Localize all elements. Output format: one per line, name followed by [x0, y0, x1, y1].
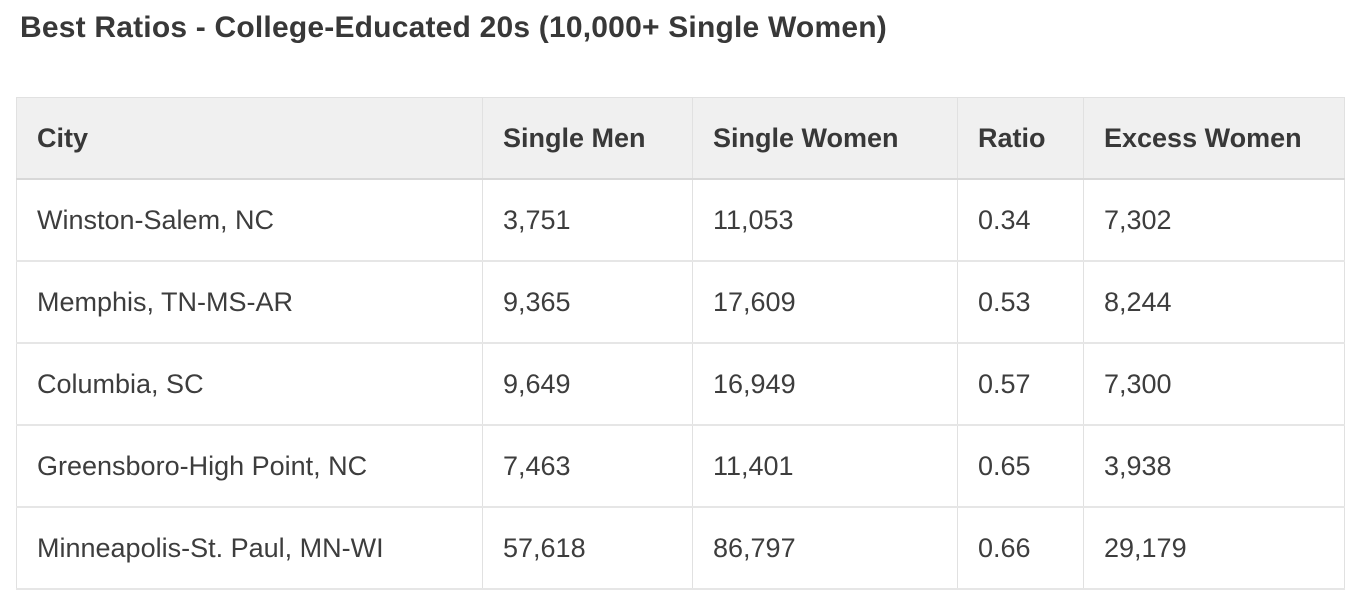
cell-ratio: 0.66	[957, 506, 1084, 590]
cell-excess-women: 7,300	[1083, 342, 1345, 426]
table-row: Memphis, TN-MS-AR 9,365 17,609 0.53 8,24…	[16, 260, 1345, 344]
cell-single-men: 57,618	[482, 506, 693, 590]
header-row: City Single Men Single Women Ratio Exces…	[16, 97, 1345, 180]
cell-single-women: 16,949	[692, 342, 958, 426]
cell-single-women: 11,053	[692, 178, 958, 262]
table-body: Winston-Salem, NC 3,751 11,053 0.34 7,30…	[16, 178, 1345, 590]
page-title: Best Ratios - College-Educated 20s (10,0…	[20, 11, 887, 44]
column-header-ratio: Ratio	[957, 97, 1084, 180]
table-row: Columbia, SC 9,649 16,949 0.57 7,300	[16, 342, 1345, 426]
cell-single-women: 86,797	[692, 506, 958, 590]
cell-excess-women: 3,938	[1083, 424, 1345, 508]
cell-single-men: 9,649	[482, 342, 693, 426]
table-row: Greensboro-High Point, NC 7,463 11,401 0…	[16, 424, 1345, 508]
cell-ratio: 0.57	[957, 342, 1084, 426]
table-row: Winston-Salem, NC 3,751 11,053 0.34 7,30…	[16, 178, 1345, 262]
cell-ratio: 0.53	[957, 260, 1084, 344]
cell-excess-women: 29,179	[1083, 506, 1345, 590]
cell-city: Columbia, SC	[16, 342, 483, 426]
table-header: City Single Men Single Women Ratio Exces…	[16, 97, 1345, 180]
column-header-city: City	[16, 97, 483, 180]
ratios-table: City Single Men Single Women Ratio Exces…	[16, 97, 1345, 590]
column-header-single-men: Single Men	[482, 97, 693, 180]
cell-single-women: 17,609	[692, 260, 958, 344]
cell-excess-women: 7,302	[1083, 178, 1345, 262]
cell-city: Winston-Salem, NC	[16, 178, 483, 262]
cell-city: Greensboro-High Point, NC	[16, 424, 483, 508]
column-header-single-women: Single Women	[692, 97, 958, 180]
cell-single-women: 11,401	[692, 424, 958, 508]
cell-single-men: 7,463	[482, 424, 693, 508]
cell-city: Minneapolis-St. Paul, MN-WI	[16, 506, 483, 590]
cell-excess-women: 8,244	[1083, 260, 1345, 344]
cell-single-men: 9,365	[482, 260, 693, 344]
cell-single-men: 3,751	[482, 178, 693, 262]
cell-ratio: 0.65	[957, 424, 1084, 508]
cell-city: Memphis, TN-MS-AR	[16, 260, 483, 344]
table-row: Minneapolis-St. Paul, MN-WI 57,618 86,79…	[16, 506, 1345, 590]
cell-ratio: 0.34	[957, 178, 1084, 262]
column-header-excess-women: Excess Women	[1083, 97, 1345, 180]
